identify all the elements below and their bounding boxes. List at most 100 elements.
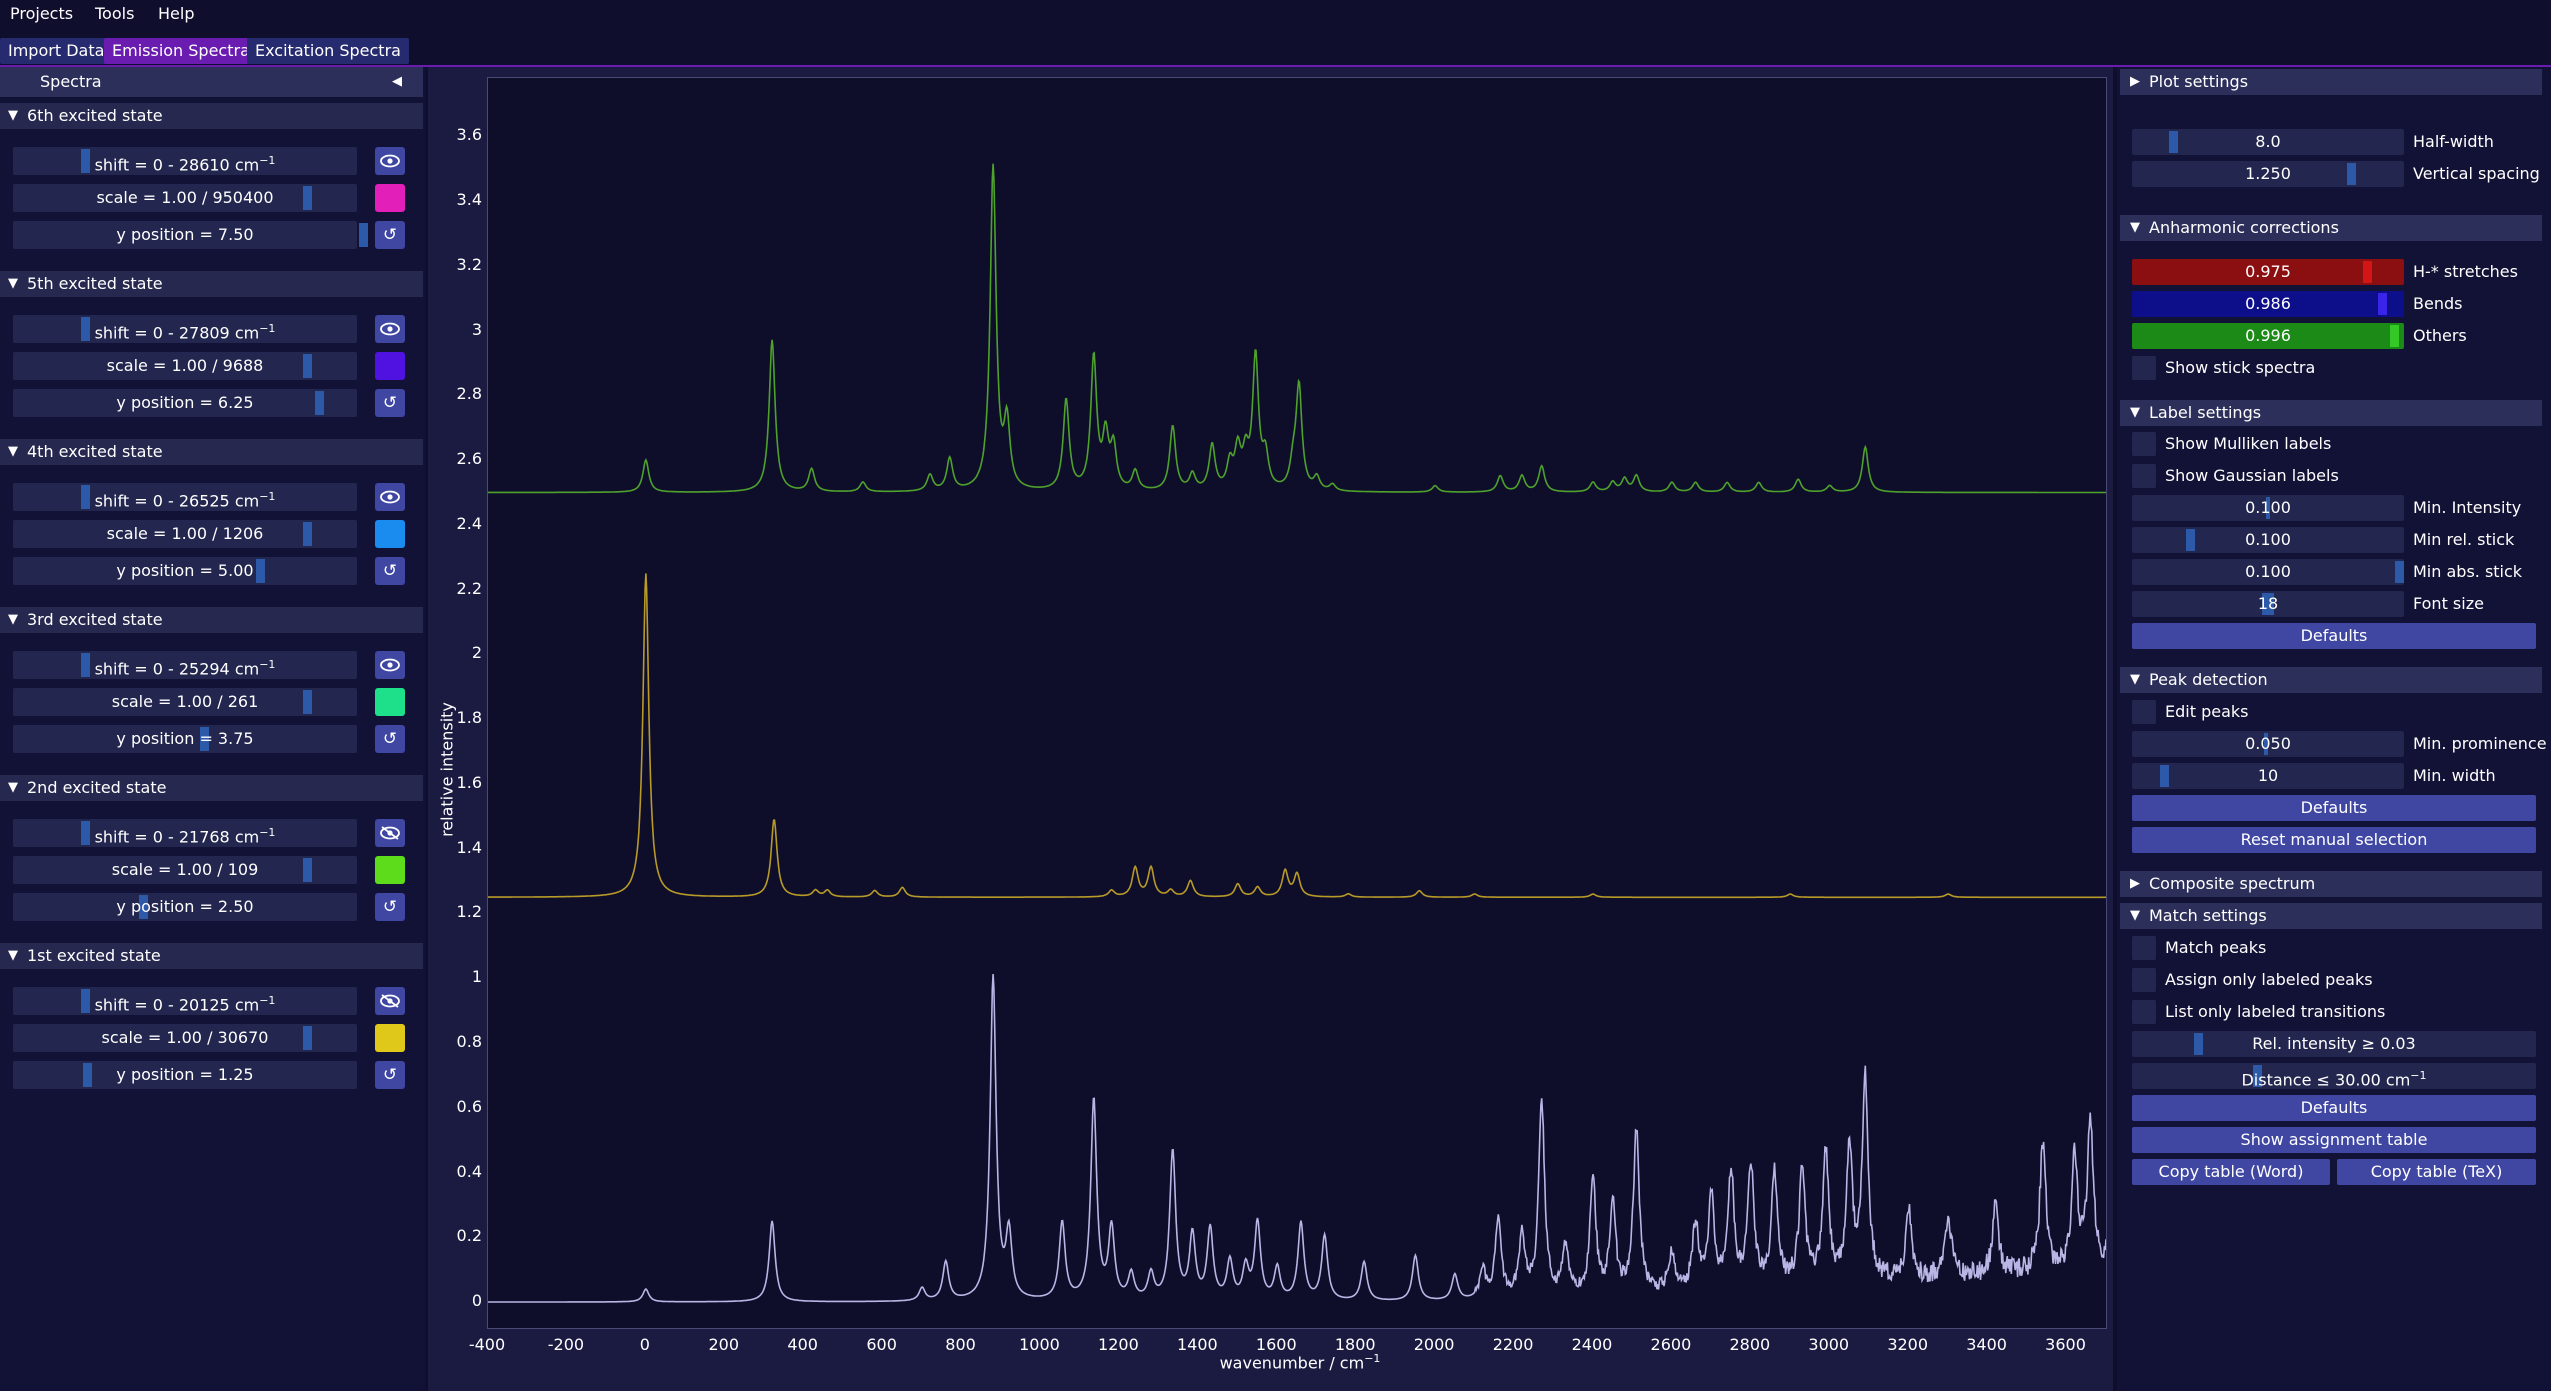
slider-grab[interactable]: [303, 858, 312, 882]
show-assignment-table-button[interactable]: Show assignment table: [2132, 1127, 2536, 1153]
min-rel-stick-slider[interactable]: 0.100: [2132, 527, 2404, 553]
rel-intensity-slider[interactable]: Rel. intensity ≥ 0.03: [2132, 1031, 2536, 1057]
color-swatch-button[interactable]: [375, 184, 405, 212]
slider-grab[interactable]: [81, 317, 90, 341]
slider-grab[interactable]: [81, 149, 90, 173]
min-abs-stick-slider[interactable]: 0.100: [2132, 559, 2404, 585]
slider-grab[interactable]: [2160, 765, 2169, 787]
reset-icon[interactable]: ↺: [375, 389, 405, 417]
font-size-slider[interactable]: 18: [2132, 591, 2404, 617]
shift-slider[interactable]: shift = 0 - 25294 cm−1: [13, 651, 357, 679]
slider-grab[interactable]: [81, 821, 90, 845]
visibility-eye-icon[interactable]: [375, 483, 405, 511]
color-swatch-button[interactable]: [375, 520, 405, 548]
slider-grab[interactable]: [303, 1026, 312, 1050]
list-only-checkbox[interactable]: [2132, 1000, 2156, 1024]
menu-help[interactable]: Help: [158, 4, 195, 23]
reset-icon[interactable]: ↺: [375, 557, 405, 585]
plot-canvas[interactable]: [487, 77, 2107, 1329]
menu-tools[interactable]: Tools: [95, 4, 135, 23]
slider-grab[interactable]: [2262, 593, 2274, 615]
slider-grab[interactable]: [83, 1063, 92, 1087]
shift-slider[interactable]: shift = 0 - 27809 cm−1: [13, 315, 357, 343]
gaussian-checkbox[interactable]: [2132, 464, 2156, 488]
slider-grab[interactable]: [2390, 325, 2399, 347]
tab-import-data[interactable]: Import Data: [0, 38, 113, 64]
bends-slider[interactable]: 0.986: [2132, 291, 2404, 317]
y-position-slider[interactable]: y position = 3.75: [13, 725, 357, 753]
slider-grab[interactable]: [2347, 163, 2356, 185]
section-match-settings[interactable]: ▼ Match settings: [2120, 903, 2542, 929]
min-width-slider[interactable]: 10: [2132, 763, 2404, 789]
visibility-eye-icon[interactable]: [375, 147, 405, 175]
y-position-slider[interactable]: y position = 7.50: [13, 221, 368, 249]
reset-manual-selection-button[interactable]: Reset manual selection: [2132, 827, 2536, 853]
others-slider[interactable]: 0.996: [2132, 323, 2404, 349]
menu-projects[interactable]: Projects: [10, 4, 74, 23]
slider-grab[interactable]: [2395, 561, 2404, 583]
visibility-eye-icon[interactable]: [375, 315, 405, 343]
shift-slider[interactable]: shift = 0 - 28610 cm−1: [13, 147, 357, 175]
visibility-eye-off-icon[interactable]: [375, 987, 405, 1015]
collapse-left-icon[interactable]: ◀: [392, 74, 402, 89]
slider-grab[interactable]: [2264, 733, 2268, 755]
state-header[interactable]: ▼ 2nd excited state: [0, 775, 423, 801]
match-peaks-checkbox[interactable]: [2132, 936, 2156, 960]
state-header[interactable]: ▼ 6th excited state: [0, 103, 423, 129]
y-position-slider[interactable]: y position = 5.00: [13, 557, 357, 585]
assign-only-checkbox[interactable]: [2132, 968, 2156, 992]
min-prominence-slider[interactable]: 0.050: [2132, 731, 2404, 757]
state-header[interactable]: ▼ 3rd excited state: [0, 607, 423, 633]
slider-grab[interactable]: [2169, 131, 2178, 153]
tab-excitation-spectra[interactable]: Excitation Spectra: [247, 38, 409, 64]
section-label-settings[interactable]: ▼ Label settings: [2120, 400, 2542, 426]
y-position-slider[interactable]: y position = 1.25: [13, 1061, 357, 1089]
copy-table-word-button[interactable]: Copy table (Word): [2132, 1159, 2330, 1185]
slider-grab[interactable]: [2186, 529, 2195, 551]
spectra-panel-header[interactable]: Spectra ◀: [0, 67, 423, 97]
section-composite-spectrum[interactable]: ▶ Composite spectrum: [2120, 871, 2542, 897]
section-peak-detection[interactable]: ▼ Peak detection: [2120, 667, 2542, 693]
tab-emission-spectra[interactable]: Emission Spectra: [104, 38, 258, 64]
slider-grab[interactable]: [2194, 1033, 2203, 1055]
y-position-slider[interactable]: y position = 6.25: [13, 389, 357, 417]
slider-grab[interactable]: [2266, 497, 2270, 519]
slider-grab[interactable]: [303, 354, 312, 378]
match-defaults-button[interactable]: Defaults: [2132, 1095, 2536, 1121]
visibility-eye-icon[interactable]: [375, 651, 405, 679]
slider-grab[interactable]: [81, 485, 90, 509]
y-position-slider[interactable]: y position = 2.50: [13, 893, 357, 921]
shift-slider[interactable]: shift = 0 - 21768 cm−1: [13, 819, 357, 847]
slider-grab[interactable]: [81, 989, 90, 1013]
color-swatch-button[interactable]: [375, 688, 405, 716]
section-anharmonic[interactable]: ▼ Anharmonic corrections: [2120, 215, 2542, 241]
halfwidth-slider[interactable]: 8.0: [2132, 129, 2404, 155]
slider-grab[interactable]: [359, 223, 368, 247]
state-header[interactable]: ▼ 4th excited state: [0, 439, 423, 465]
slider-grab[interactable]: [81, 653, 90, 677]
visibility-eye-off-icon[interactable]: [375, 819, 405, 847]
reset-icon[interactable]: ↺: [375, 725, 405, 753]
slider-grab[interactable]: [256, 559, 265, 583]
color-swatch-button[interactable]: [375, 352, 405, 380]
section-plot-settings[interactable]: ▶ Plot settings: [2120, 69, 2542, 95]
label-defaults-button[interactable]: Defaults: [2132, 623, 2536, 649]
slider-grab[interactable]: [2363, 261, 2372, 283]
reset-icon[interactable]: ↺: [375, 893, 405, 921]
slider-grab[interactable]: [303, 690, 312, 714]
slider-grab[interactable]: [2378, 293, 2387, 315]
slider-grab[interactable]: [2253, 1065, 2262, 1087]
color-swatch-button[interactable]: [375, 856, 405, 884]
state-header[interactable]: ▼ 5th excited state: [0, 271, 423, 297]
slider-grab[interactable]: [303, 186, 312, 210]
mulliken-checkbox[interactable]: [2132, 432, 2156, 456]
slider-grab[interactable]: [200, 727, 209, 751]
slider-grab[interactable]: [315, 391, 324, 415]
vertical-spacing-slider[interactable]: 1.250: [2132, 161, 2404, 187]
scale-slider[interactable]: scale = 1.00 / 30670: [13, 1024, 357, 1052]
distance-slider[interactable]: Distance ≤ 30.00 cm−1: [2132, 1063, 2536, 1089]
min-intensity-slider[interactable]: 0.100: [2132, 495, 2404, 521]
reset-icon[interactable]: ↺: [375, 221, 405, 249]
shift-slider[interactable]: shift = 0 - 26525 cm−1: [13, 483, 357, 511]
state-header[interactable]: ▼ 1st excited state: [0, 943, 423, 969]
